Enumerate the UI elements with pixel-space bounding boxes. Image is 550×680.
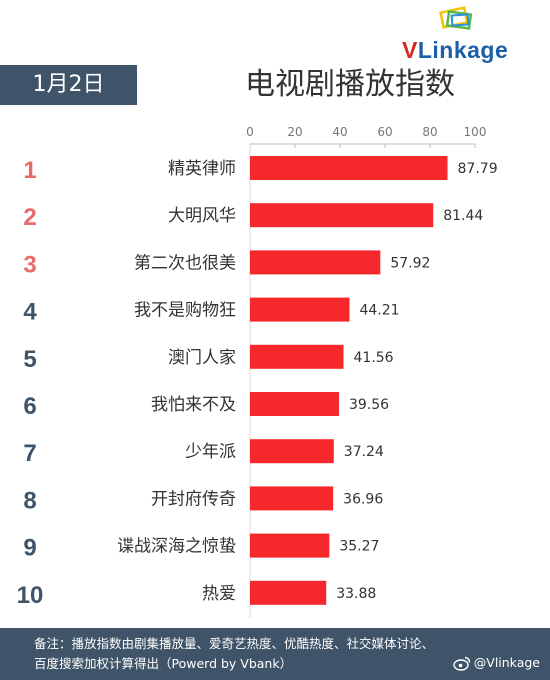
- rank-number: 8: [23, 487, 36, 514]
- x-tick-label: 40: [332, 125, 347, 139]
- value-label: 41.56: [354, 350, 394, 366]
- category-label: 谍战深海之惊蛰: [117, 537, 236, 557]
- vlinkage-logo: VLinkage: [402, 6, 532, 64]
- page-title: 电视剧播放指数: [245, 67, 455, 102]
- value-label: 39.56: [349, 397, 389, 413]
- value-label: 57.92: [390, 255, 430, 271]
- value-label: 37.24: [344, 444, 384, 460]
- bar: [250, 156, 448, 180]
- x-tick-label: 60: [377, 125, 392, 139]
- value-label: 44.21: [359, 303, 399, 319]
- rank-number: 3: [23, 251, 36, 278]
- category-label: 澳门人家: [168, 348, 236, 368]
- rank-number: 5: [23, 346, 36, 373]
- value-label: 33.88: [336, 586, 376, 602]
- rank-number: 10: [17, 582, 44, 609]
- category-label: 我怕来不及: [151, 395, 236, 415]
- category-label: 热爱: [202, 584, 236, 604]
- bar-chart: 0 20 40 60 80 100 1 精英律师 87.79 2 大明风华 81.44 3 第二次也很美 5…: [17, 125, 498, 618]
- bar: [250, 486, 334, 511]
- category-label: 开封府传奇: [151, 489, 236, 509]
- value-label: 81.44: [443, 208, 483, 224]
- bar: [250, 344, 344, 369]
- watermark-text: @Vlinkage: [473, 655, 540, 670]
- logo-v: V: [402, 37, 418, 63]
- bar: [250, 392, 340, 416]
- category-label: 少年派: [185, 442, 236, 462]
- category-label: 精英律师: [168, 159, 236, 179]
- rank-number: 4: [23, 299, 37, 326]
- value-label: 87.79: [458, 161, 498, 177]
- logo-linkage: Linkage: [417, 37, 509, 63]
- weibo-icon: [453, 656, 470, 671]
- x-tick-label: 80: [422, 125, 437, 139]
- rank-number: 6: [23, 393, 36, 420]
- value-label: 35.27: [339, 539, 379, 555]
- bar: [250, 533, 330, 558]
- rank-number: 1: [23, 157, 36, 184]
- watermark: @Vlinkage: [453, 653, 540, 673]
- rank-number: 9: [23, 535, 36, 562]
- rank-number: 7: [23, 440, 36, 467]
- date-badge: 1月2日: [0, 65, 137, 105]
- category-label: 第二次也很美: [134, 253, 236, 273]
- x-tick-label: 0: [246, 125, 254, 139]
- bar: [250, 250, 381, 275]
- footer-note-line-2: 百度搜索加权计算得出（Powerd by Vbank）: [34, 656, 293, 671]
- footer-note-line-1: 备注：播放指数由剧集播放量、爱奇艺热度、优酷热度、社交媒体讨论、: [34, 636, 435, 651]
- x-tick-label: 100: [464, 125, 487, 139]
- bar: [250, 297, 350, 322]
- logo-frame-icon: [439, 6, 473, 30]
- rank-number: 2: [23, 204, 36, 231]
- bar: [250, 580, 327, 605]
- bar: [250, 203, 434, 228]
- footer-note: 备注：播放指数由剧集播放量、爱奇艺热度、优酷热度、社交媒体讨论、 百度搜索加权计…: [0, 628, 550, 680]
- value-label: 36.96: [343, 491, 383, 507]
- category-label: 大明风华: [168, 206, 236, 226]
- bar: [250, 439, 334, 464]
- x-tick-label: 20: [287, 125, 302, 139]
- category-label: 我不是购物狂: [134, 301, 236, 321]
